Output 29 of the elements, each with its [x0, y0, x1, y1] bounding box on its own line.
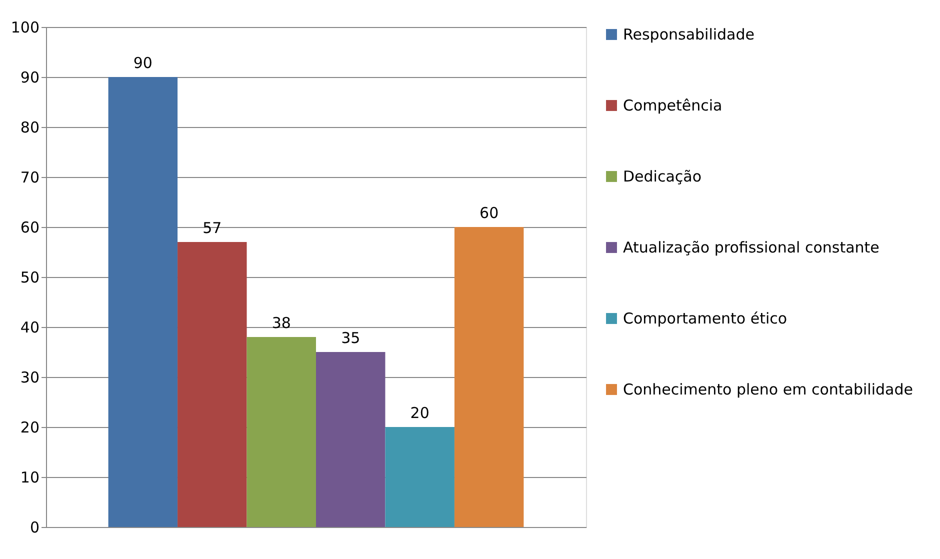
y-tick-label: 10	[20, 468, 40, 486]
data-label: 35	[341, 329, 360, 347]
data-label: 60	[480, 204, 499, 222]
data-label: 90	[133, 54, 152, 72]
y-tick-label: 70	[20, 168, 40, 186]
y-tick-label: 90	[20, 68, 40, 86]
bar	[385, 427, 454, 527]
y-tick-label: 100	[10, 18, 40, 36]
legend-label: Comportamento ético	[623, 310, 788, 328]
data-label: 57	[202, 219, 222, 237]
data-label: 38	[272, 314, 291, 332]
bar	[108, 77, 178, 527]
y-tick-label: 50	[20, 268, 40, 286]
bar	[316, 352, 386, 527]
y-tick-label: 30	[20, 368, 40, 386]
bar	[178, 242, 247, 527]
y-tick-label: 60	[20, 218, 40, 236]
data-label: 20	[410, 404, 430, 422]
y-tick-label: 0	[30, 518, 40, 536]
y-tick-label: 20	[20, 418, 40, 436]
legend-label: Dedicação	[623, 168, 702, 186]
bar	[454, 227, 524, 527]
legend-label: Responsabilidade	[623, 26, 754, 44]
y-tick-label: 40	[20, 318, 40, 336]
y-tick-label: 80	[20, 118, 40, 136]
legend-label: Conhecimento pleno em contabilidade	[623, 380, 913, 398]
legend-label: Competência	[623, 96, 722, 114]
legend-label: Atualização profissional constante	[623, 238, 880, 256]
bar	[246, 337, 316, 527]
